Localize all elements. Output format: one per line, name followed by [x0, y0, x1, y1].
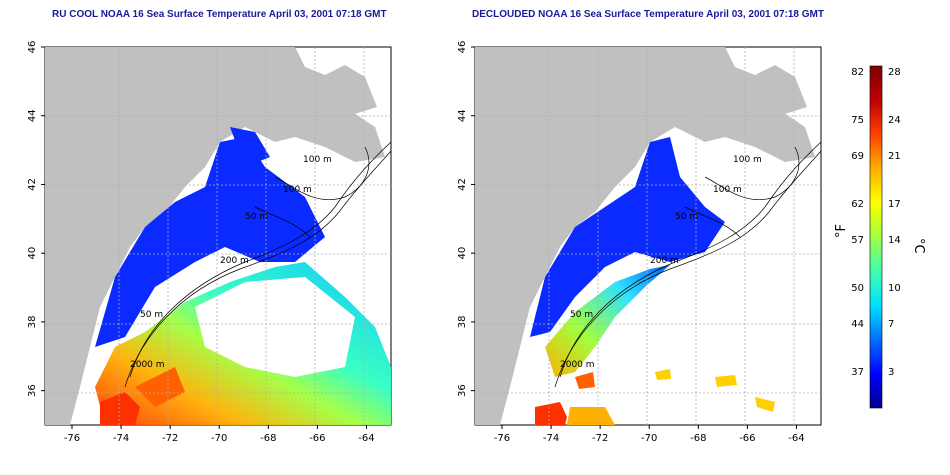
celsius-tick-label: 17 — [888, 199, 901, 210]
x-tick-label: -72 — [162, 433, 178, 444]
contour-label-2: 100 m — [713, 185, 742, 195]
x-tick-label: -70 — [641, 433, 657, 444]
fahrenheit-tick-label: 57 — [851, 235, 864, 246]
contour-label-1: 100 m — [733, 155, 762, 165]
colorbar-gradient — [869, 65, 883, 409]
y-tick-label: 38 — [457, 316, 468, 329]
panel-title-right: DECLOUDED NOAA 16 Sea Surface Temperatur… — [472, 9, 824, 20]
celsius-tick-label: 3 — [888, 367, 894, 378]
contour-label-1: 100 m — [303, 155, 332, 165]
contour-label-6: 2000 m — [130, 360, 165, 370]
x-tick-label: -76 — [494, 433, 510, 444]
x-tick-label: -68 — [690, 433, 706, 444]
x-tick-label: -68 — [260, 433, 276, 444]
y-tick-label: 38 — [27, 316, 38, 329]
fahrenheit-tick-label: 37 — [851, 367, 864, 378]
x-tick-label: -72 — [592, 433, 608, 444]
contour-label-4: 200 m — [220, 256, 249, 266]
y-tick-label: 36 — [457, 384, 468, 397]
contour-label-5: 50 m — [570, 310, 593, 320]
x-tick-label: -74 — [543, 433, 559, 444]
fahrenheit-tick-label: 69 — [851, 151, 864, 162]
x-tick-label: -70 — [211, 433, 227, 444]
y-tick-label: 36 — [27, 384, 38, 397]
x-tick-label: -76 — [64, 433, 80, 444]
contour-label-3: 50 m — [245, 212, 268, 222]
fahrenheit-tick-label: 44 — [851, 319, 864, 330]
y-tick-label: 42 — [457, 178, 468, 191]
celsius-axis-label: °C — [911, 238, 926, 254]
y-tick-label: 42 — [27, 178, 38, 191]
celsius-tick-label: 14 — [888, 235, 901, 246]
contour-label-2: 100 m — [283, 185, 312, 195]
fahrenheit-tick-label: 75 — [851, 115, 864, 126]
fahrenheit-tick-label: 50 — [851, 283, 864, 294]
contour-label-4: 200 m — [650, 256, 679, 266]
fahrenheit-tick-label: 62 — [851, 199, 864, 210]
y-tick-label: 46 — [27, 41, 38, 54]
x-tick-label: -74 — [113, 433, 129, 444]
sst-slope-green — [545, 265, 670, 377]
temperature-colorbar: °F 82 75 69 62 57 50 44 37 28 24 21 17 14 10 7 3 °C — [828, 58, 938, 423]
celsius-tick-label: 7 — [888, 319, 894, 330]
land-mass — [45, 47, 377, 425]
sst-blue-shelf — [530, 137, 725, 337]
celsius-tick-label: 24 — [888, 115, 901, 126]
contour-label-5: 50 m — [140, 310, 163, 320]
celsius-tick-label: 28 — [888, 67, 901, 78]
panel-title-left: RU COOL NOAA 16 Sea Surface Temperature … — [52, 9, 387, 20]
land-mass — [475, 47, 807, 425]
sst-map-left: 100 m 100 m 50 m 200 m 50 m 2000 m -76 -7… — [27, 41, 392, 444]
celsius-tick-label: 21 — [888, 151, 901, 162]
x-tick-label: -66 — [309, 433, 325, 444]
x-tick-label: -64 — [788, 433, 804, 444]
contour-label-3: 50 m — [675, 212, 698, 222]
contour-label-6: 2000 m — [560, 360, 595, 370]
fahrenheit-axis-label: °F — [834, 224, 849, 238]
y-tick-label: 40 — [27, 247, 38, 260]
y-tick-label: 46 — [457, 41, 468, 54]
x-tick-label: -64 — [358, 433, 374, 444]
y-tick-label: 44 — [457, 109, 468, 122]
x-tick-label: -66 — [739, 433, 755, 444]
sst-blue-shelf — [95, 137, 325, 347]
fahrenheit-tick-label: 82 — [851, 67, 864, 78]
y-tick-label: 44 — [27, 109, 38, 122]
map-panel-left: 100 m 100 m 50 m 200 m 50 m 2000 m -76 -7… — [8, 40, 408, 473]
y-tick-label: 40 — [457, 247, 468, 260]
sst-map-right: 100 m 100 m 50 m 200 m 50 m 2000 m -76 -7… — [457, 41, 822, 444]
celsius-tick-label: 10 — [888, 283, 901, 294]
map-panel-right: 100 m 100 m 50 m 200 m 50 m 2000 m -76 -7… — [438, 40, 838, 473]
